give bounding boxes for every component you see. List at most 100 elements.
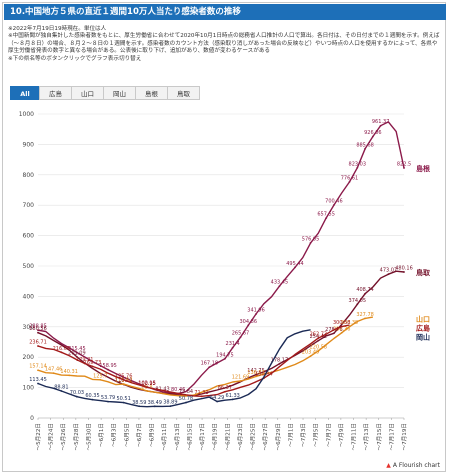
data-point [216,400,219,403]
data-label: 61.33 [226,393,240,399]
data-label: 288.85 [29,324,47,330]
data-point [91,398,94,401]
series-line-鳥取 [37,270,405,397]
data-label: 71.31 [194,390,208,396]
data-point [208,366,211,369]
data-label: 473.07 [380,268,398,274]
data-point [255,375,257,378]
data-label: 110.22 [115,378,133,384]
x-tick-label: ～7月3日 [300,423,307,447]
data-label: 102.15 [138,380,156,386]
data-label: 158.95 [99,363,117,369]
data-point [348,325,351,328]
x-tick-label: ～6月23日 [237,423,244,450]
x-tick-label: ～7月13日 [363,423,370,450]
data-point [247,324,250,327]
notes: ※2022年7月19日19時現在。単位は人 ※中国新聞が独自集計した感染者数をも… [8,26,442,63]
data-label: 50.78 [179,396,193,402]
data-point [83,362,86,365]
filter-button-yamaguchi[interactable]: 山口 [71,86,104,100]
data-point [333,204,335,206]
x-tick-label: ～7月1日 [287,423,294,447]
x-tick-label: ～7月19日 [401,423,408,450]
data-label: 167.18 [201,361,219,367]
data-point [52,372,55,375]
data-point [122,378,125,381]
filter-button-shimane[interactable]: 島根 [135,86,168,100]
data-point [403,271,405,273]
data-label: 961.37 [372,119,390,125]
data-point [153,405,156,408]
x-tick-label: ～6月29日 [275,423,282,450]
data-label: 178.17 [271,357,289,363]
data-point [364,317,366,320]
data-point [317,337,320,340]
x-tick-label: ～7月7日 [325,423,332,447]
data-label: 88.81 [54,385,68,391]
data-label: 220.58 [310,344,328,350]
x-tick-label: ～7月11日 [351,423,358,450]
x-tick-label: ～6月13日 [174,423,181,450]
data-point [317,339,320,342]
series-end-label: 広島 [416,323,430,332]
data-point [356,166,359,169]
data-point [76,351,78,354]
data-point [348,181,351,183]
data-point [76,355,78,358]
data-label: 254.42 [310,334,328,340]
data-point [37,382,39,385]
data-label: 823.03 [349,161,367,167]
x-tick-label: ～5月22日 [35,423,42,450]
data-label: 169.73 [84,360,102,366]
data-point [91,365,94,368]
series-line-岡山 [37,329,311,408]
data-label: 776.61 [341,175,359,181]
data-label: 50.51 [116,396,130,402]
chart-frame [2,2,446,472]
data-point [364,292,366,295]
data-point [107,400,109,403]
y-tick-label: 200 [23,354,35,361]
y-tick-label: 0 [30,415,34,422]
data-label: 147.46 [45,367,63,373]
data-point [37,369,39,372]
x-tick-label: ～6月19日 [212,423,219,450]
data-point [37,331,39,334]
data-point [37,329,39,332]
line-chart: 0 100 200 300 400 500 600 700 800 900 1000 ～5月22日 ～5… [19,111,431,450]
filter-button-all[interactable]: All [10,86,40,100]
x-tick-label: ～5月24日 [48,423,55,450]
data-point [185,401,187,404]
filter-button-hiroshima[interactable]: 広島 [39,86,72,100]
x-tick-label: ～6月7日 [136,423,143,447]
x-tick-label: ～6月21日 [224,423,231,450]
data-point [325,217,328,220]
data-label: 157.14 [29,364,47,370]
flourish-credit[interactable]: ▲ A Flourish chart [386,462,440,469]
data-label: 374.05 [349,298,367,304]
data-point [169,405,172,408]
data-label: 70.03 [70,390,84,396]
data-point [231,346,234,349]
series-line-島根 [37,121,405,395]
data-point [223,357,226,360]
data-point [231,398,234,401]
data-point [99,378,102,381]
filter-button-okayama[interactable]: 岡山 [103,86,136,100]
series-end-label: 岡山 [416,332,430,341]
data-label: 885.68 [356,142,374,148]
data-point [278,362,281,365]
data-label: 73.84 [179,389,193,395]
data-point [146,390,148,392]
x-tick-label: ～6月15日 [186,423,193,450]
data-point [294,266,296,269]
data-label: 113.45 [29,377,47,383]
data-point [37,345,39,347]
data-point [255,313,257,315]
y-tick-label: 600 [23,233,35,240]
data-label: 280.56 [29,326,47,332]
filter-button-tottori[interactable]: 鳥取 [167,86,200,100]
data-point [223,390,226,393]
data-label: 265.67 [232,331,250,337]
data-point [76,395,78,398]
